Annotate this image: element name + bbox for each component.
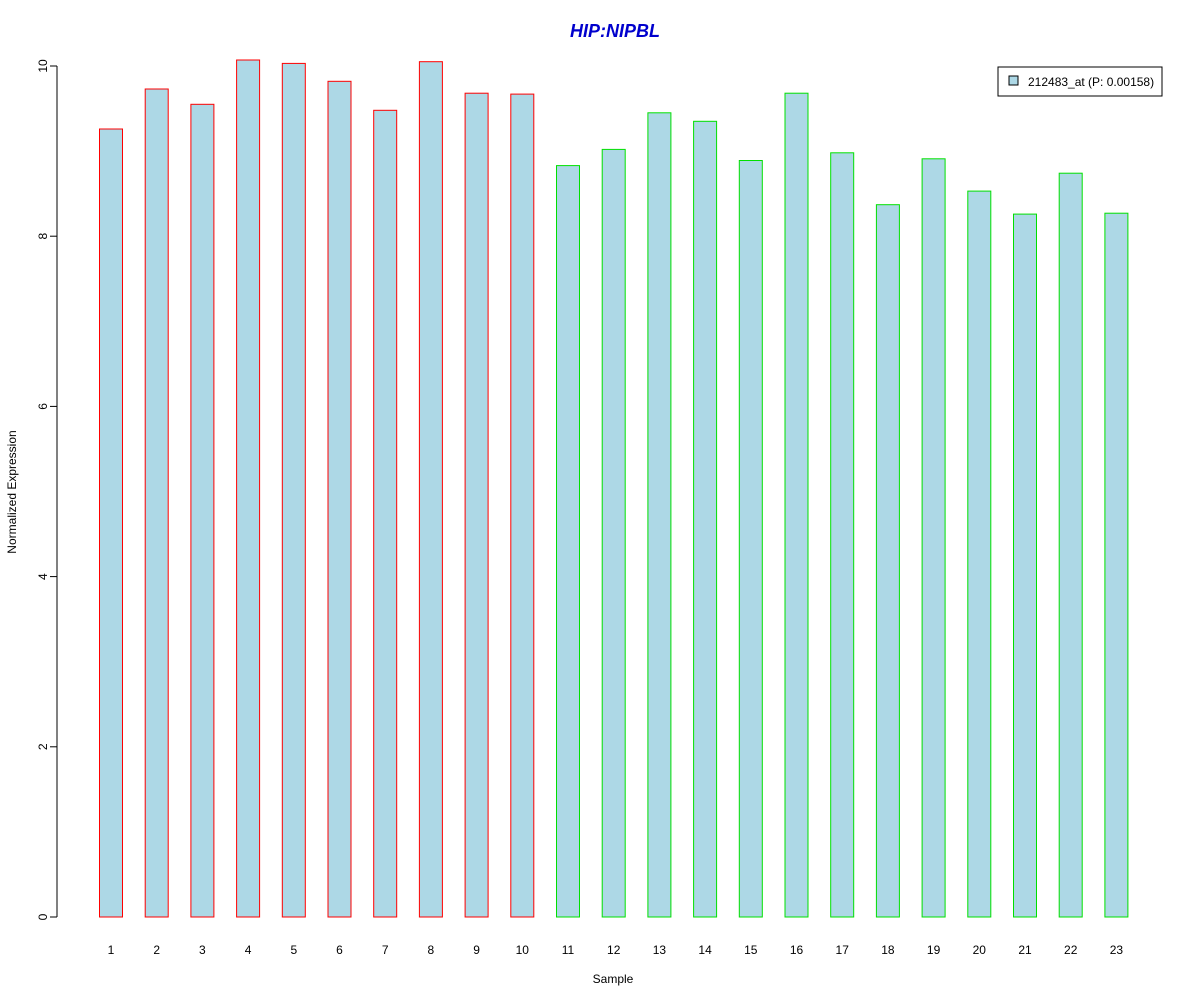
bar-sample-16 bbox=[784, 92, 809, 918]
y-tick-label: 2 bbox=[36, 743, 50, 750]
x-tick-label: 8 bbox=[428, 943, 435, 957]
x-tick-label: 23 bbox=[1110, 943, 1124, 957]
y-tick-label: 8 bbox=[36, 233, 50, 240]
bar-sample-15 bbox=[738, 160, 763, 918]
y-tick-label: 0 bbox=[36, 913, 50, 920]
y-tick-label: 10 bbox=[36, 59, 50, 73]
x-tick-label: 21 bbox=[1018, 943, 1032, 957]
bar-sample-17 bbox=[830, 152, 855, 918]
x-tick-label: 7 bbox=[382, 943, 389, 957]
bar-sample-20 bbox=[967, 190, 992, 918]
bar-sample-18 bbox=[875, 204, 900, 918]
bar-sample-8 bbox=[418, 61, 443, 918]
x-tick-label: 16 bbox=[790, 943, 804, 957]
x-tick-label: 12 bbox=[607, 943, 621, 957]
x-tick-label: 13 bbox=[653, 943, 667, 957]
x-tick-label: 11 bbox=[562, 943, 575, 957]
x-tick-label: 1 bbox=[108, 943, 115, 957]
x-tick-label: 5 bbox=[290, 943, 297, 957]
x-tick-label: 20 bbox=[973, 943, 987, 957]
bars-group bbox=[99, 59, 1129, 918]
x-tick-label: 4 bbox=[245, 943, 252, 957]
bar-sample-14 bbox=[693, 120, 718, 918]
bar-sample-11 bbox=[556, 165, 580, 918]
y-tick-label: 6 bbox=[36, 403, 50, 410]
x-tick-label: 2 bbox=[153, 943, 160, 957]
legend-box bbox=[997, 66, 1163, 97]
bar-sample-10 bbox=[510, 93, 535, 918]
bar-sample-19 bbox=[921, 158, 946, 918]
x-tick-label: 10 bbox=[516, 943, 530, 957]
legend-swatch bbox=[1008, 75, 1019, 86]
bar-sample-1 bbox=[99, 128, 123, 918]
x-tick-label: 9 bbox=[473, 943, 480, 957]
x-tick-label: 22 bbox=[1064, 943, 1078, 957]
x-tick-labels: 1 2 3 4 5 6 7 8 9 10 11 12 13 14 15 16 17 18 19 20 21 22 23 bbox=[108, 943, 1124, 957]
y-axis: 0 2 4 6 8 10 bbox=[36, 59, 58, 920]
bar-sample-3 bbox=[190, 103, 215, 918]
bar-sample-5 bbox=[281, 62, 306, 918]
x-tick-label: 14 bbox=[698, 943, 712, 957]
bar-sample-23 bbox=[1104, 212, 1129, 918]
x-tick-label: 19 bbox=[927, 943, 941, 957]
bar-sample-9 bbox=[464, 92, 489, 918]
bar-sample-4 bbox=[236, 59, 261, 918]
y-axis-label: Normalized Expression bbox=[5, 430, 19, 553]
bar-sample-7 bbox=[373, 109, 398, 918]
x-tick-label: 17 bbox=[836, 943, 850, 957]
bar-sample-6 bbox=[327, 80, 352, 918]
x-tick-label: 18 bbox=[881, 943, 895, 957]
x-tick-label: 15 bbox=[744, 943, 758, 957]
legend: 212483_at (P: 0.00158) bbox=[997, 66, 1163, 97]
bar-sample-13 bbox=[647, 112, 672, 918]
x-tick-label: 3 bbox=[199, 943, 206, 957]
bar-sample-22 bbox=[1058, 172, 1083, 918]
y-tick-label: 4 bbox=[36, 573, 50, 580]
bar-sample-2 bbox=[144, 88, 169, 918]
legend-label: 212483_at (P: 0.00158) bbox=[1028, 75, 1154, 89]
chart-title: HIP:NIPBL bbox=[570, 21, 660, 41]
x-axis-label: Sample bbox=[593, 972, 634, 986]
x-tick-label: 6 bbox=[336, 943, 343, 957]
bar-sample-12 bbox=[601, 148, 626, 918]
bar-sample-21 bbox=[1013, 213, 1037, 918]
